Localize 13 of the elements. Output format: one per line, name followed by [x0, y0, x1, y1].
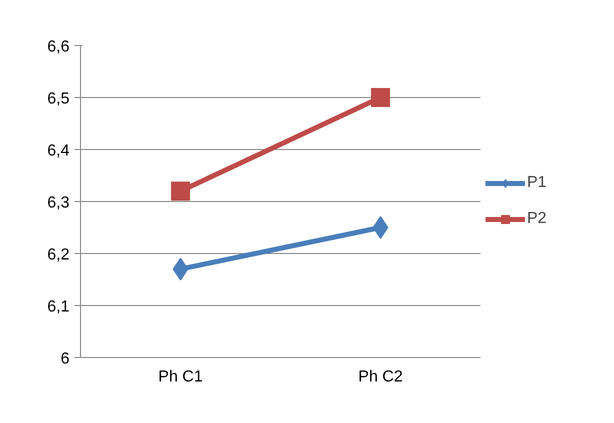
point: [171, 182, 190, 201]
x-tick-label: Ph C2: [358, 368, 403, 386]
y-tick-label: 6,6: [47, 38, 70, 56]
y-tick-label: 6,1: [47, 298, 70, 316]
legend-label: P2: [527, 210, 547, 228]
y-tick-label: 6,2: [47, 246, 70, 264]
y-tick-label: 6,5: [47, 90, 70, 108]
y-tick-label: 6,4: [47, 142, 70, 160]
point: [371, 88, 390, 107]
x-tick-label: Ph C1: [158, 368, 203, 386]
y-tick-label: 6,3: [47, 194, 70, 212]
legend-label: P1: [527, 174, 547, 192]
y-tick-label: 6: [60, 350, 70, 368]
